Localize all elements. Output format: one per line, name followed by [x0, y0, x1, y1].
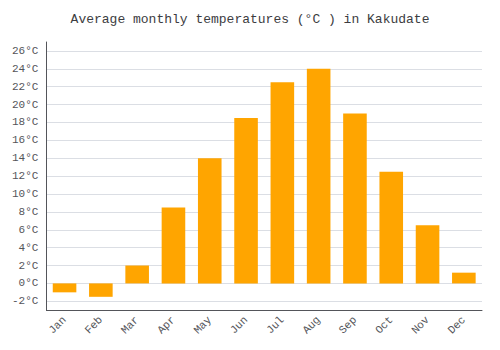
- svg-text:Sep: Sep: [337, 314, 359, 336]
- svg-text:14°C: 14°C: [12, 152, 39, 164]
- svg-text:24°C: 24°C: [12, 63, 39, 75]
- svg-text:Feb: Feb: [83, 314, 105, 336]
- svg-text:6°C: 6°C: [19, 224, 39, 236]
- svg-text:22°C: 22°C: [12, 81, 39, 93]
- svg-text:20°C: 20°C: [12, 99, 39, 111]
- svg-text:12°C: 12°C: [12, 170, 39, 182]
- svg-text:Mar: Mar: [119, 314, 141, 336]
- svg-text:Jan: Jan: [46, 314, 68, 336]
- svg-text:-2°C: -2°C: [12, 295, 39, 307]
- svg-text:Aug: Aug: [300, 314, 322, 336]
- svg-text:16°C: 16°C: [12, 134, 39, 146]
- svg-text:May: May: [192, 314, 215, 337]
- svg-text:Nov: Nov: [409, 314, 432, 337]
- svg-text:Dec: Dec: [446, 314, 468, 336]
- svg-text:4°C: 4°C: [19, 242, 39, 254]
- svg-text:Oct: Oct: [373, 314, 395, 336]
- svg-text:2°C: 2°C: [19, 260, 39, 272]
- svg-text:10°C: 10°C: [12, 188, 39, 200]
- svg-text:Average monthly temperatures (: Average monthly temperatures (°C ) in Ka…: [71, 12, 430, 27]
- svg-text:26°C: 26°C: [12, 45, 39, 57]
- svg-text:Jul: Jul: [264, 314, 286, 336]
- svg-text:Apr: Apr: [155, 314, 177, 336]
- svg-text:0°C: 0°C: [19, 277, 39, 289]
- svg-text:Jun: Jun: [228, 314, 250, 336]
- svg-text:18°C: 18°C: [12, 116, 39, 128]
- svg-text:8°C: 8°C: [19, 206, 39, 218]
